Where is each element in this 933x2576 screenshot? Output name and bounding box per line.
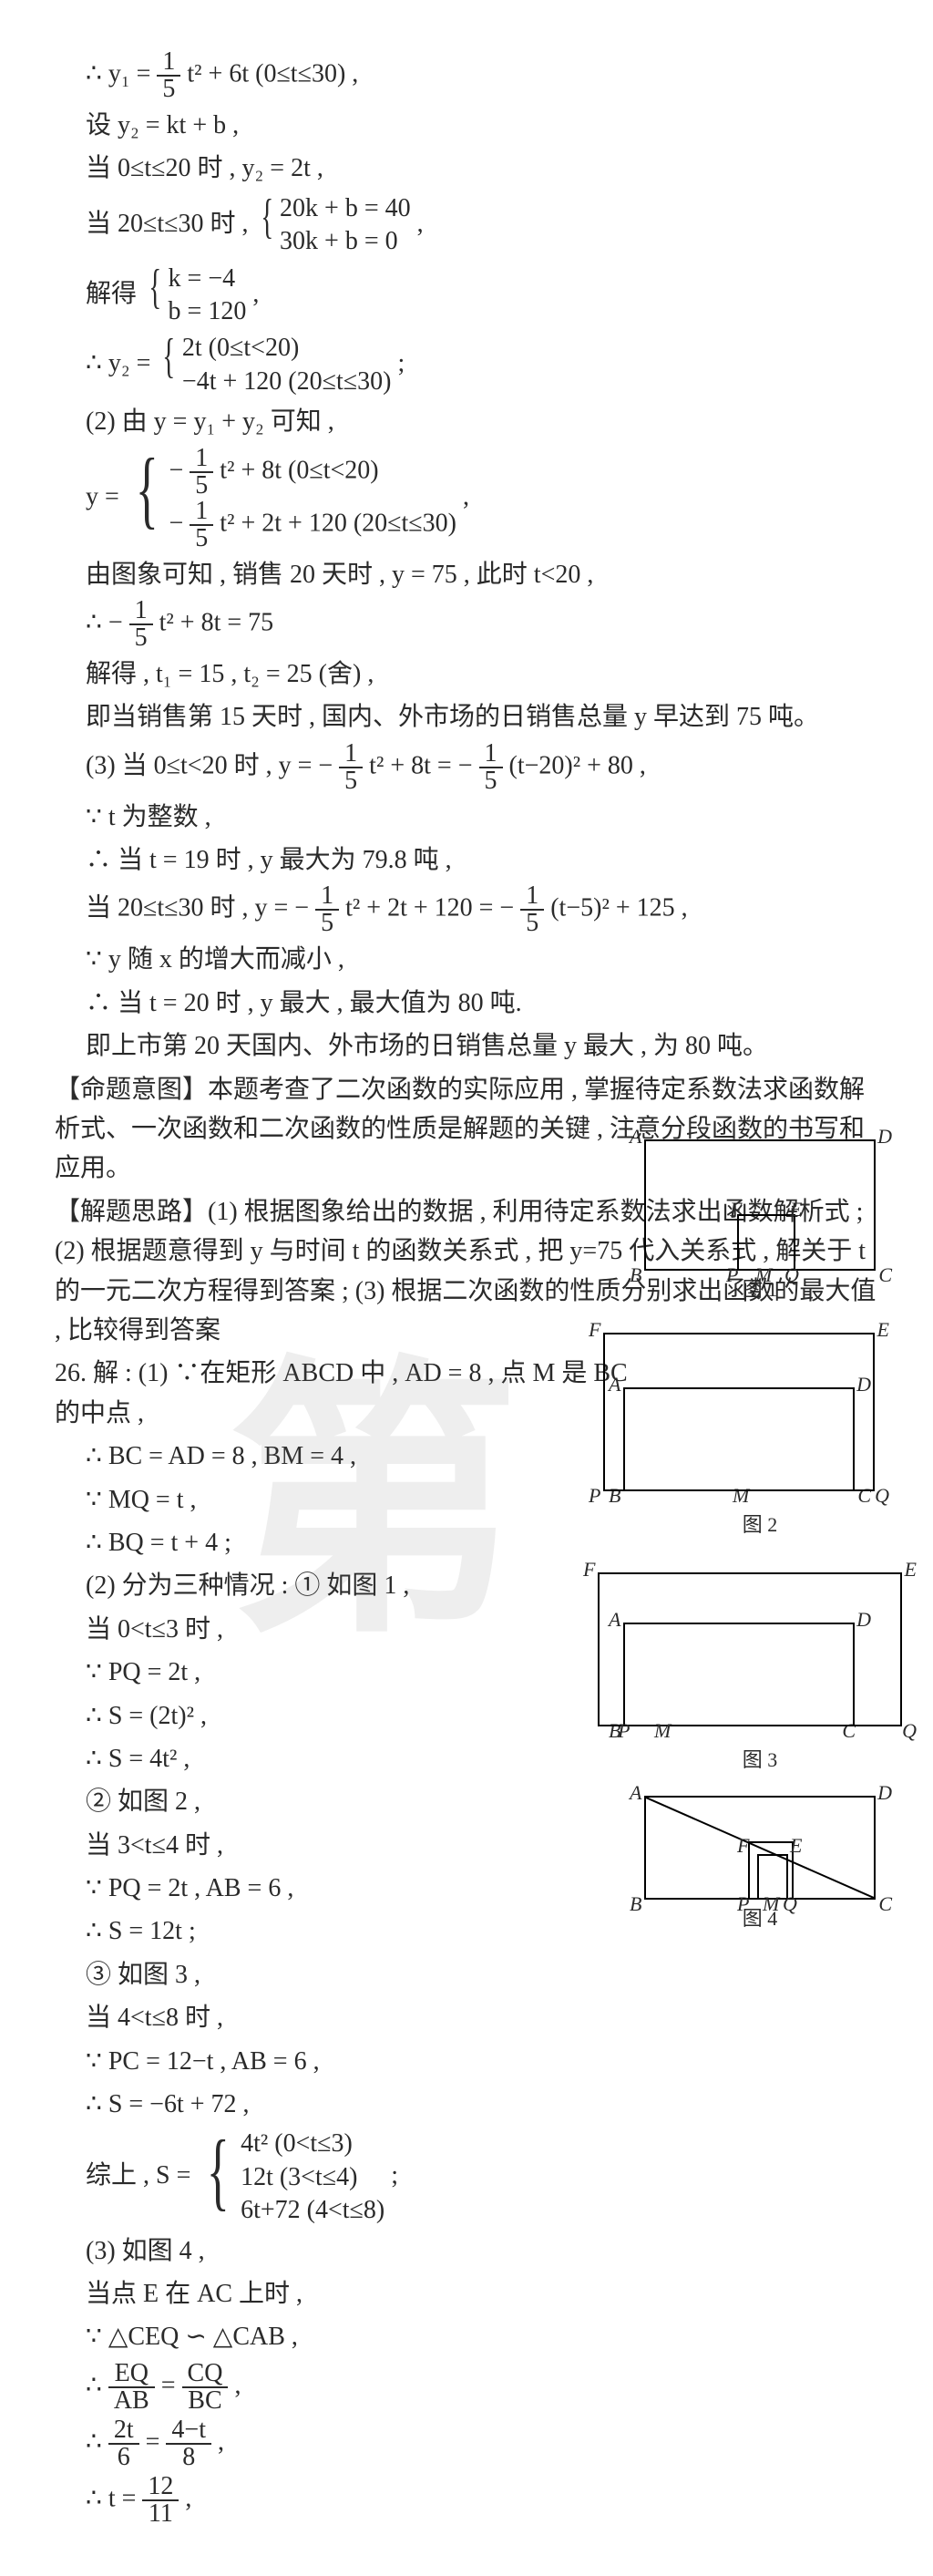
text: ∴ − — [86, 608, 129, 636]
text: 当 20≤t≤30 时 , — [86, 210, 255, 238]
text: t² + 8t = − — [369, 751, 478, 779]
text-line: ③ 如图 3 , — [55, 1955, 878, 1994]
text-line: (3) 当 0≤t<20 时 , y = − 15 t² + 8t = − 15… — [55, 741, 878, 794]
text-line: 设 y₂ = kt + b , — [55, 106, 878, 145]
text-line: ∵ △CEQ ∽ △CAB , — [55, 2317, 878, 2356]
text: = — [161, 2371, 182, 2399]
text-line: ∵ t 为整数 , — [55, 798, 878, 837]
figure-3: A D B C F E P M Q — [623, 1577, 897, 1741]
piece: − 15 t² + 2t + 120 (20≤t≤30) — [169, 499, 457, 551]
text-line: ∵ PC = 12−t , AB = 6 , — [55, 2042, 878, 2081]
text: = — [146, 2427, 167, 2456]
text: 解得 — [86, 279, 143, 307]
text: ∴ — [86, 2427, 108, 2456]
figure-4: A D B C F E P M Q — [644, 1796, 876, 1900]
text: 当 20≤t≤30 时 , y = − — [86, 894, 315, 922]
fraction: 15 — [157, 49, 180, 102]
text: , — [218, 2427, 224, 2456]
text-line: 当点 E 在 AC 上时 , — [55, 2274, 878, 2313]
text: , — [252, 279, 259, 307]
text: ; — [397, 349, 405, 377]
text: (3) 当 0≤t<20 时 , y = − — [86, 751, 339, 779]
text-line: ∴ S = −6t + 72 , — [55, 2085, 878, 2124]
figure-column: A D B C F E P M Q 图 1 A D B C M F E P — [623, 1139, 897, 1954]
text: , — [185, 2484, 191, 2512]
text: 综上 , S = — [86, 2161, 197, 2190]
text-line: (3) 如图 4 , — [55, 2231, 878, 2271]
text-line: 综上 , S = { 4t² (0<t≤3) 12t (3<t≤4) 6t+72… — [55, 2128, 878, 2227]
text-line: 由图象可知 , 销售 20 天时 , y = 75 , 此时 t<20 , — [55, 555, 878, 594]
brace-group: { 2t (0≤t<20)−4t + 120 (20≤t≤30) — [157, 332, 391, 398]
text-line: (2) 由 y = y₁ + y₂ 可知 , — [55, 402, 878, 441]
text-line: ∴ t = 1211 , — [55, 2474, 878, 2527]
text: ∴ y₂ = — [86, 349, 157, 377]
text-line: ∵ y 随 x 的增大而减小 , — [55, 940, 878, 979]
brace-group: { k = −4b = 120 — [143, 263, 246, 329]
text: (t−20)² + 80 , — [509, 751, 646, 779]
document-page: 第 ∴ y₁ = 15 t² + 6t (0≤t≤30) , 设 y₂ = kt… — [0, 0, 933, 2576]
text: ; — [391, 2161, 398, 2190]
figure-caption: 图 4 — [623, 1903, 897, 1934]
text-line: ∴ 当 t = 20 时 , y 最大 , 最大值为 80 吨. — [55, 984, 878, 1023]
text-line: 解得 , t₁ = 15 , t₂ = 25 (舍) , — [55, 654, 878, 694]
brace-group: { 20k + b = 4030k + b = 0 — [255, 192, 411, 259]
text-line: y = { − 15 t² + 8t (0≤t<20) − 15 t² + 2t… — [55, 446, 878, 551]
text: , — [234, 2371, 241, 2399]
text-line: ∴ y₂ = { 2t (0≤t<20)−4t + 120 (20≤t≤30) … — [55, 332, 878, 398]
text: (t−5)² + 125 , — [550, 894, 687, 922]
text-line: ∴ EQAB = CQBC , — [55, 2361, 878, 2414]
text-line: 当 20≤t≤30 时 , y = − 15 t² + 2t + 120 = −… — [55, 883, 878, 936]
brace-group: { − 15 t² + 8t (0≤t<20) − 15 t² + 2t + 1… — [126, 446, 456, 551]
text: t² + 8t = 75 — [159, 608, 274, 636]
text-line: 26. 解 : (1) ∵在矩形 ABCD 中 , AD = 8 , 点 M 是… — [55, 1354, 638, 1433]
figure-1: A D B C F E P M Q — [644, 1139, 876, 1271]
text: ∴ y₁ = — [86, 59, 157, 88]
text-line: 当 4<t≤8 时 , — [55, 1998, 878, 2037]
text-line: ∴ 当 t = 19 时 , y 最大为 79.8 吨 , — [55, 840, 878, 880]
text: ∴ t = — [86, 2484, 142, 2512]
figure-caption: 图 2 — [623, 1510, 897, 1540]
text: , — [463, 482, 469, 510]
text: ∴ — [86, 2371, 108, 2399]
text: , — [417, 210, 424, 238]
text-line: 解得 { k = −4b = 120 , — [55, 263, 878, 329]
text-line: 当 20≤t≤30 时 , { 20k + b = 4030k + b = 0 … — [55, 192, 878, 259]
text-line: ∴ − 15 t² + 8t = 75 — [55, 598, 878, 651]
text-line: 即当销售第 15 天时 , 国内、外市场的日销售总量 y 早达到 75 吨。 — [55, 697, 878, 737]
text-line: 即上市第 20 天国内、外市场的日销售总量 y 最大 , 为 80 吨。 — [55, 1026, 878, 1066]
text: t² + 6t (0≤t≤30) , — [187, 59, 358, 88]
brace-group: { 4t² (0<t≤3) 12t (3<t≤4) 6t+72 (4<t≤8) — [197, 2128, 384, 2227]
text-line: 当 0≤t≤20 时 , y₂ = 2t , — [55, 149, 878, 188]
figure-2: A D B C M F E P Q — [623, 1342, 897, 1506]
text-line: ∴ 2t6 = 4−t8 , — [55, 2417, 878, 2470]
piece: − 15 t² + 8t (0≤t<20) — [169, 446, 457, 499]
text-line: ∴ y₁ = 15 t² + 6t (0≤t≤30) , — [55, 49, 878, 102]
figure-caption: 图 3 — [623, 1745, 897, 1776]
text: y = — [86, 482, 126, 510]
text: t² + 2t + 120 = − — [345, 894, 520, 922]
